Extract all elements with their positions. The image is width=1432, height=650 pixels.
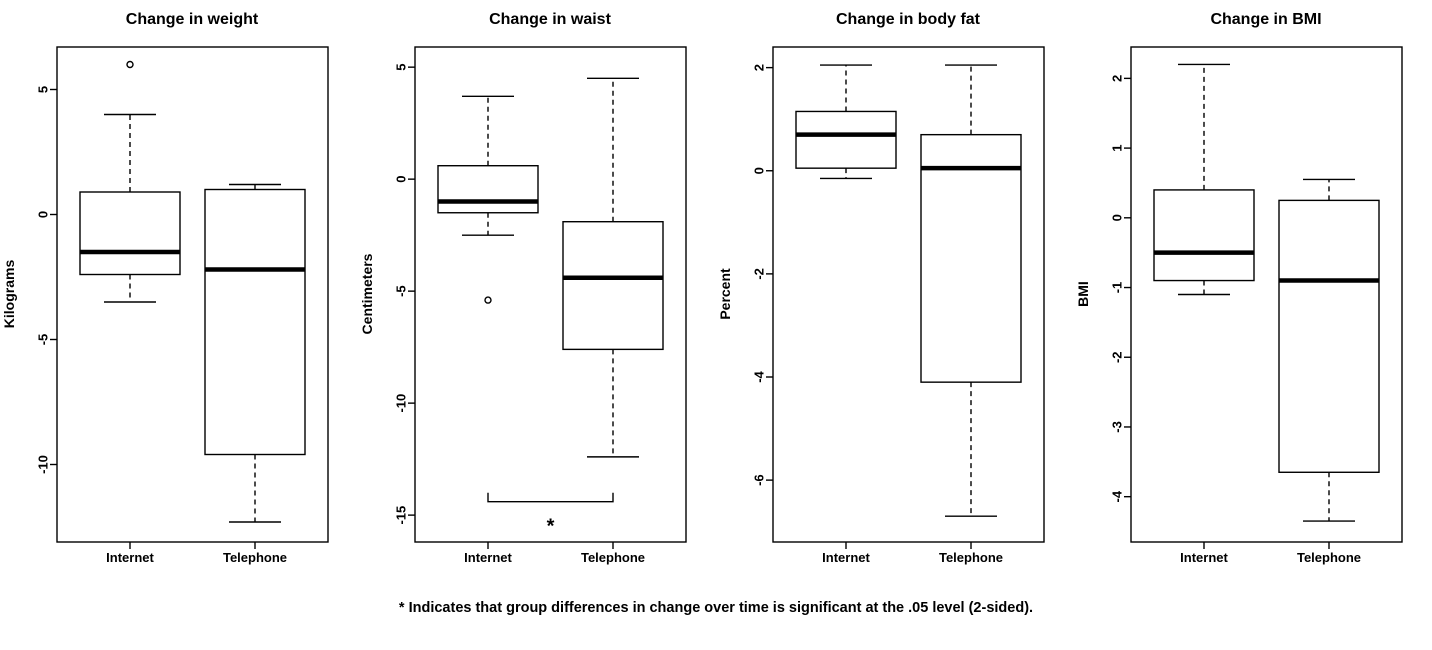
y-axis-tick-label: 0: [394, 176, 409, 183]
plot-area: 2 0 -2 -4 -6 Internet Telephone: [752, 46, 1045, 565]
boxplot-svg-bodyfat: Change in body fat Percent 2 0 -2 -4 -6 Inter…: [717, 11, 1045, 565]
boxplot-svg-weight: Change in weight Kilograms 5 0 -5 -10 Intern…: [1, 11, 329, 565]
panels-row: Change in weight Kilograms 5 0 -5 -10 Intern…: [0, 0, 1432, 582]
y-axis-tick-label: 2: [1110, 75, 1125, 82]
y-axis-tick-label: 2: [752, 64, 767, 71]
chart-title: Change in waist: [489, 11, 611, 28]
plot-area: 5 0 -5 -10 Internet Telephone: [36, 46, 329, 565]
y-axis-tick-label: -6: [752, 474, 767, 486]
y-axis-tick-label: -10: [394, 394, 409, 413]
iqr-box-internet: [1153, 189, 1255, 282]
significance-asterisk: *: [547, 516, 555, 538]
boxplot-panel-bodyfat: Change in body fat Percent 2 0 -2 -4 -6 Inter…: [716, 0, 1074, 582]
iqr-box-telephone: [920, 133, 1022, 383]
category-label-telephone: Telephone: [1297, 550, 1361, 565]
y-axis-tick-label: -2: [1110, 351, 1125, 363]
y-axis-label: Centimeters: [359, 253, 375, 334]
iqr-box-telephone: [1278, 199, 1380, 473]
significance-footnote: * Indicates that group differences in ch…: [398, 600, 1034, 616]
y-axis-tick-label: -4: [752, 370, 767, 382]
chart-title: Change in body fat: [836, 11, 981, 28]
boxplot-panel-bmi: Change in BMI BMI 2 1 0 -1 -2 -3 -4 Internet Tel…: [1074, 0, 1432, 582]
y-axis-tick-label: -10: [36, 455, 51, 474]
boxplot-svg-bmi: Change in BMI BMI 2 1 0 -1 -2 -3 -4 Internet Tel…: [1075, 11, 1403, 565]
y-axis-tick-label: 5: [394, 64, 409, 71]
boxplot-svg-waist: Change in waist Centimeters 5 0 -5 -10 -15 In…: [359, 11, 687, 565]
category-label-telephone: Telephone: [581, 550, 645, 565]
y-axis-tick-label: 5: [36, 86, 51, 93]
y-axis-tick-label: 0: [1110, 214, 1125, 221]
chart-title: Change in weight: [126, 11, 259, 28]
plot-area: 2 1 0 -1 -2 -3 -4 Internet Telephone: [1110, 46, 1403, 565]
category-label-internet: Internet: [106, 550, 154, 565]
y-axis-tick-label: 0: [36, 211, 51, 218]
category-label-internet: Internet: [822, 550, 870, 565]
iqr-box-internet: [795, 110, 897, 169]
y-axis-label: Percent: [717, 268, 733, 320]
boxplot-panel-waist: Change in waist Centimeters 5 0 -5 -10 -15 In…: [358, 0, 716, 582]
category-label-telephone: Telephone: [223, 550, 287, 565]
iqr-box-internet: [79, 191, 181, 276]
iqr-box-internet: [437, 165, 539, 214]
y-axis-tick-label: -5: [394, 285, 409, 297]
significance-bracket: [487, 492, 614, 503]
y-axis-tick-label: -15: [394, 506, 409, 525]
y-axis-label: Kilograms: [1, 260, 17, 329]
boxplot-panel-weight: Change in weight Kilograms 5 0 -5 -10 Intern…: [0, 0, 358, 582]
y-axis-tick-label: -3: [1110, 421, 1125, 433]
category-label-internet: Internet: [464, 550, 512, 565]
category-label-telephone: Telephone: [939, 550, 1003, 565]
chart-title: Change in BMI: [1210, 11, 1321, 28]
y-axis-tick-label: 1: [1110, 144, 1125, 151]
y-axis-label: BMI: [1075, 281, 1091, 307]
y-axis-tick-label: -5: [36, 334, 51, 346]
plot-area: 5 0 -5 -10 -15 Internet Telephone *: [394, 46, 687, 565]
category-label-internet: Internet: [1180, 550, 1228, 565]
y-axis-tick-label: -1: [1110, 282, 1125, 294]
y-axis-tick-label: 0: [752, 167, 767, 174]
y-axis-tick-label: -2: [752, 268, 767, 280]
outlier-point-internet: [126, 60, 134, 69]
iqr-box-telephone: [562, 221, 664, 351]
iqr-box-telephone: [204, 188, 306, 456]
y-axis-tick-label: -4: [1110, 490, 1125, 502]
outlier-point-internet: [484, 296, 492, 304]
